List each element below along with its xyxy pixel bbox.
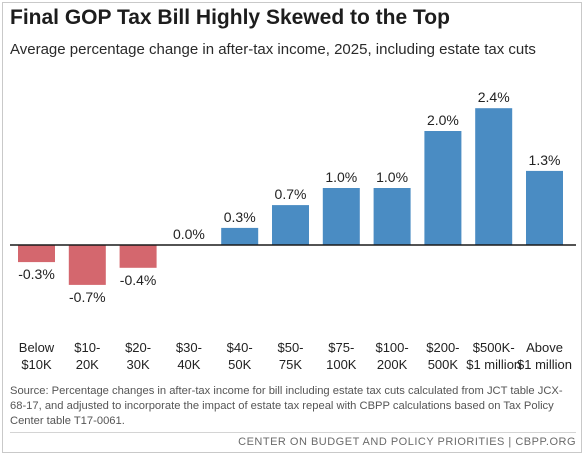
- data-label-0: -0.3%: [18, 266, 55, 282]
- category-label-8-0: $200-: [426, 340, 459, 355]
- category-label-9-0: $500K-: [473, 340, 515, 355]
- data-label-9: 2.4%: [478, 89, 510, 105]
- bar-6: [322, 188, 360, 245]
- bar-4: [221, 227, 259, 245]
- chart-title: Final GOP Tax Bill Highly Skewed to the …: [10, 6, 450, 29]
- bar-10: [526, 170, 563, 245]
- category-label-0-0: Below: [19, 340, 55, 355]
- footer-divider: [10, 432, 576, 433]
- data-label-6: 1.0%: [325, 169, 357, 185]
- category-label-2-0: $20-: [125, 340, 151, 355]
- bar-8: [424, 131, 462, 245]
- chart-frame: [2, 2, 582, 453]
- category-label-6-1: 100K: [326, 357, 357, 372]
- bar-5: [272, 205, 309, 245]
- data-label-4: 0.3%: [224, 209, 256, 225]
- source-note: Source: Percentage changes in after-tax …: [10, 385, 563, 427]
- category-label-4-0: $40-: [227, 340, 253, 355]
- category-label-6-0: $75-: [328, 340, 354, 355]
- category-label-4-1: 50K: [228, 357, 251, 372]
- footer-credit: CENTER ON BUDGET AND POLICY PRIORITIES |…: [238, 436, 576, 448]
- chart-subtitle: Average percentage change in after-tax i…: [10, 41, 536, 58]
- bar-9: [475, 108, 513, 245]
- category-label-10-1: $1 million: [517, 357, 572, 372]
- bar-7: [373, 188, 411, 245]
- category-label-1-0: $10-: [74, 340, 100, 355]
- data-label-3: 0.0%: [173, 226, 205, 242]
- category-label-7-0: $100-: [375, 340, 408, 355]
- bar-chart: -0.3% Below $10K -0.7% $10- 20K -0.4% $20- 30K 0.…: [10, 89, 576, 372]
- data-label-10: 1.3%: [529, 152, 561, 168]
- category-label-5-0: $50-: [277, 340, 303, 355]
- category-label-3-1: 40K: [177, 357, 200, 372]
- category-label-0-1: $10K: [21, 357, 52, 372]
- data-label-1: -0.7%: [69, 289, 106, 305]
- category-label-10-0: Above: [526, 340, 563, 355]
- data-label-8: 2.0%: [427, 112, 459, 128]
- category-label-7-1: 200K: [377, 357, 408, 372]
- category-label-3-0: $30-: [176, 340, 202, 355]
- category-label-8-1: 500K: [428, 357, 459, 372]
- bar-2: [119, 245, 157, 268]
- bar-1: [68, 245, 106, 285]
- category-label-9-1: $1 million: [466, 357, 521, 372]
- data-label-2: -0.4%: [120, 272, 157, 288]
- bar-0: [18, 245, 55, 263]
- category-label-1-1: 20K: [76, 357, 99, 372]
- category-label-5-1: 75K: [279, 357, 302, 372]
- data-label-7: 1.0%: [376, 169, 408, 185]
- data-label-5: 0.7%: [275, 186, 307, 202]
- category-label-2-1: 30K: [127, 357, 150, 372]
